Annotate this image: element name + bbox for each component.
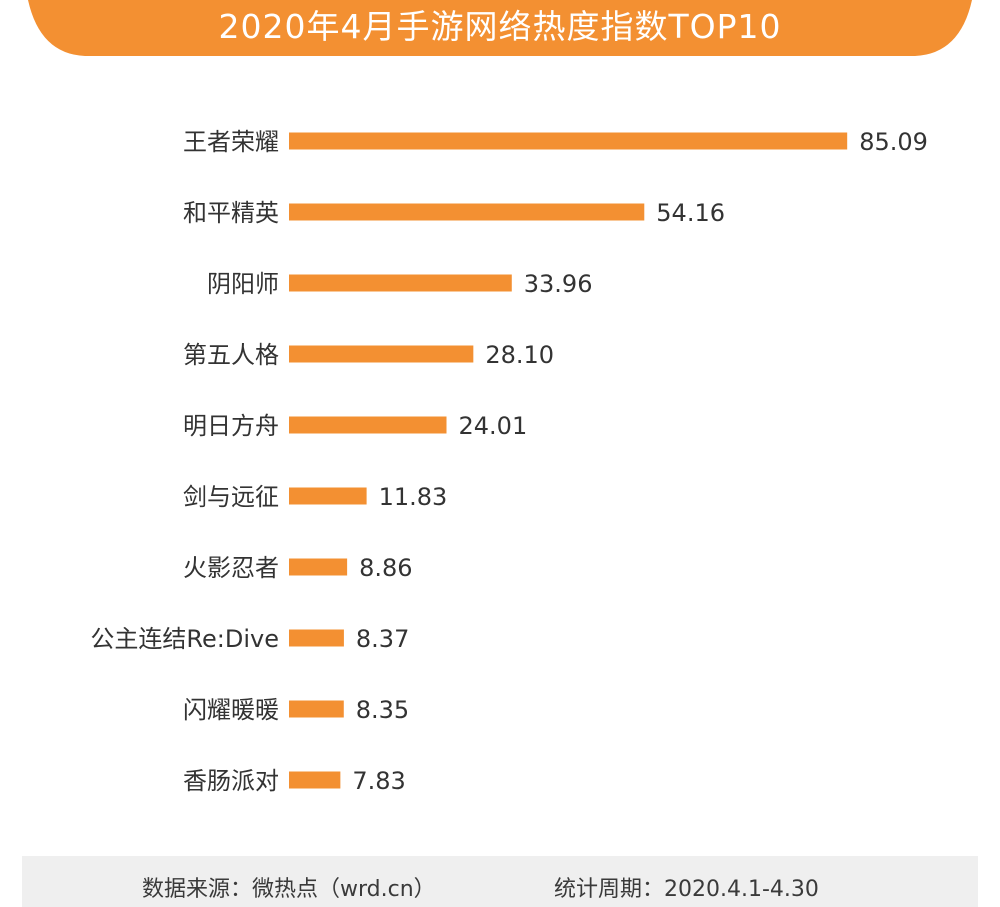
category-label: 和平精英	[183, 199, 279, 227]
category-label: 公主连结Re:Dive	[90, 625, 279, 653]
bar	[289, 487, 367, 505]
value-label: 7.83	[352, 767, 405, 795]
bar	[289, 345, 474, 363]
value-label: 33.96	[524, 270, 593, 298]
value-label: 8.86	[359, 554, 412, 582]
category-label: 闪耀暖暖	[183, 696, 279, 724]
footer-bar: 数据来源：微热点（wrd.cn） 统计周期：2020.4.1-4.30	[22, 856, 978, 907]
value-label: 8.37	[356, 625, 409, 653]
bar	[289, 274, 512, 292]
value-label: 11.83	[379, 483, 448, 511]
category-label: 香肠派对	[183, 767, 279, 795]
category-label: 火影忍者	[183, 554, 279, 582]
value-labels: 85.09 54.16 33.96 28.10 24.01 11.83 8.86 8.37 8.…	[352, 128, 928, 795]
bar	[289, 771, 341, 789]
bar	[289, 629, 344, 647]
value-label: 85.09	[859, 128, 928, 156]
value-label: 54.16	[656, 199, 725, 227]
bar	[289, 558, 348, 576]
value-label: 8.35	[356, 696, 409, 724]
value-label: 28.10	[485, 341, 554, 369]
category-label: 阴阳师	[207, 270, 279, 298]
bar	[289, 203, 645, 221]
bar	[289, 132, 848, 150]
category-label: 明日方舟	[183, 412, 279, 440]
data-source-text: 数据来源：微热点（wrd.cn）	[142, 877, 436, 902]
bars	[289, 132, 848, 789]
title-banner	[28, 0, 972, 56]
category-label: 剑与远征	[183, 483, 279, 511]
category-label: 第五人格	[183, 341, 279, 369]
bar	[289, 700, 344, 718]
value-label: 24.01	[459, 412, 528, 440]
chart-title: 2020年4月手游网络热度指数TOP10	[218, 7, 782, 46]
bar	[289, 416, 447, 434]
stat-period-text: 统计周期：2020.4.1-4.30	[554, 877, 819, 902]
category-label: 王者荣耀	[183, 128, 279, 156]
